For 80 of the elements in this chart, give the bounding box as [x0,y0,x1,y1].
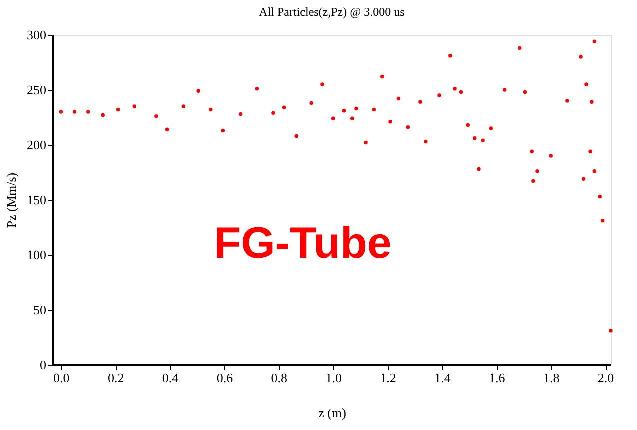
point [255,87,260,91]
point [372,108,376,112]
point [272,111,276,115]
point [579,55,583,59]
point [598,194,602,199]
point [238,112,243,116]
point [364,140,368,145]
point [354,106,358,111]
x-tick-label: 0.2 [108,370,124,386]
x-tick-label: 2.0 [598,370,614,386]
x-tick-label: 0.8 [271,370,288,386]
point [523,90,528,94]
point [406,126,410,130]
point [584,82,588,86]
point [350,116,354,120]
y-tick-label: 0 [40,358,46,372]
point [182,104,186,108]
point [566,99,570,103]
point [154,114,158,118]
point [459,90,464,94]
point [221,128,225,133]
point [116,108,120,112]
x-tick-label: 1.2 [380,370,396,386]
y-tick-label: 50 [34,302,46,318]
point [331,116,336,120]
point [473,136,477,140]
point [86,110,90,114]
point [600,219,605,223]
point [549,154,553,158]
point [448,54,452,58]
chart-title: All Particles(z,Pz) @ 3.000 us [259,5,406,19]
point [502,88,507,92]
point [209,108,213,112]
point [196,89,200,93]
annotation: FG-Tube [214,219,392,268]
x-tick-label: 1.0 [326,370,342,386]
point [418,100,422,104]
point [536,170,540,174]
point [582,177,586,181]
x-tick-label: 0.0 [54,370,70,386]
point [101,113,105,118]
point [590,100,594,104]
point [132,104,137,108]
y-tick-label: 300 [27,28,46,42]
point [592,170,597,174]
point [72,110,77,114]
x-tick-label: 0.4 [162,370,180,386]
x-tick-label: 1.8 [543,370,560,386]
point [310,101,314,106]
point [477,167,481,172]
x-tick-label: 1.4 [434,370,452,386]
point [592,40,597,44]
point [294,134,298,138]
point [388,120,392,124]
x-axis-title: z (m) [318,406,346,420]
point [342,109,346,113]
point [518,46,522,50]
y-tick-label: 150 [27,192,46,208]
point [588,150,592,154]
point [489,126,494,130]
point [453,87,457,91]
point [320,82,324,86]
y-tick-label: 250 [27,82,46,98]
point [609,329,613,333]
point [380,74,384,79]
point [424,140,428,144]
point [466,123,470,128]
y-tick-label: 200 [27,138,46,152]
x-tick-label: 1.6 [489,370,506,386]
y-tick-label: 100 [27,248,46,262]
point [165,128,170,132]
point [481,138,485,142]
point [282,106,286,110]
point [396,96,401,101]
y-axis-title: Pz (Mm/s) [4,172,19,228]
point [532,179,536,184]
x-tick-label: 0.6 [216,370,234,386]
point [438,94,442,98]
point [59,110,64,114]
point [530,150,534,154]
